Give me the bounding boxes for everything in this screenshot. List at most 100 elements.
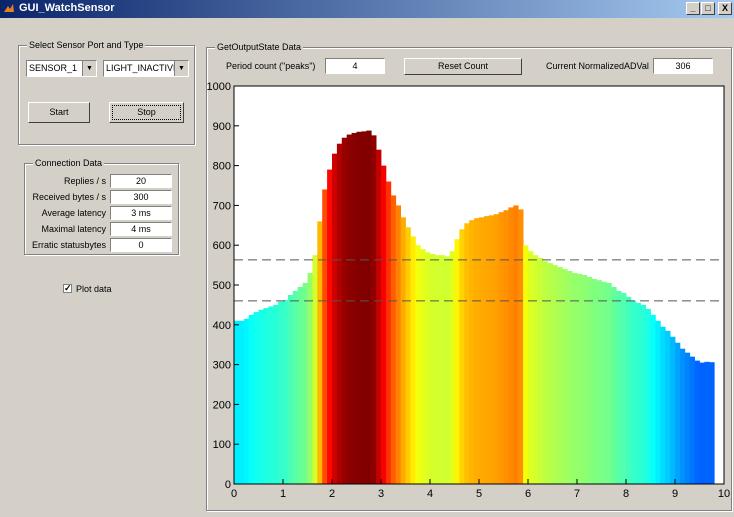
chart-bar (699, 362, 705, 484)
chart-bar (341, 137, 348, 485)
chart-bar (581, 275, 588, 484)
chart-bar (238, 320, 245, 484)
chart-bar (307, 273, 313, 484)
port-select-value: SENSOR_1 (29, 63, 78, 73)
replies-label: Replies / s (63, 176, 106, 186)
x-tick-label: 4 (427, 488, 433, 500)
chart-bar (606, 283, 612, 484)
chart-bar (611, 286, 617, 484)
y-tick-label: 200 (213, 399, 231, 411)
threshold-lines (234, 259, 724, 302)
chart-bar (361, 131, 367, 484)
chart-bar (537, 257, 544, 484)
chart-bar (704, 361, 710, 484)
chart-bar (586, 277, 593, 484)
chart-bar (410, 236, 416, 484)
chart-bar (542, 261, 548, 484)
chart-bar (498, 212, 504, 484)
y-tick-label: 400 (213, 320, 231, 332)
chart-bar (243, 318, 250, 484)
output-panel-title: GetOutputState Data (215, 42, 304, 52)
output-panel: GetOutputState Data (206, 42, 732, 511)
chart-bar (317, 221, 323, 484)
chart-bar (371, 135, 377, 485)
chart-bar (483, 216, 490, 484)
chart-bar (552, 265, 558, 484)
chart-bar (508, 207, 514, 484)
title-bar: GUI_WatchSensor _ □ X (0, 0, 734, 18)
chart-bar (449, 251, 455, 484)
erratic-statusbytes-value: 0 (110, 238, 172, 252)
chart-bar (532, 255, 539, 484)
y-tick-label: 500 (213, 280, 231, 292)
reset-count-button[interactable]: Reset Count (404, 58, 522, 75)
x-tick-label: 10 (718, 488, 730, 500)
chart-bar (684, 352, 691, 484)
chart-bar (322, 189, 328, 484)
y-tick-label: 0 (225, 479, 231, 491)
stop-button[interactable]: Stop (109, 102, 184, 123)
received-bytes-label: Received bytes / s (32, 192, 106, 202)
chart-bar (479, 217, 485, 484)
chart-bar (381, 165, 387, 484)
chart-bar (493, 214, 499, 484)
chart-bar (660, 326, 666, 484)
chart-bar (547, 263, 553, 484)
maximal-latency-value: 4 ms (110, 222, 172, 236)
x-tick-label: 1 (280, 488, 286, 500)
chart-bar (395, 205, 401, 484)
chart-bar (454, 239, 460, 484)
chart-bar (518, 209, 524, 484)
chart-bar (709, 362, 715, 484)
chart-bar (287, 294, 294, 484)
close-button[interactable]: X (718, 2, 732, 15)
received-bytes-value: 300 (110, 190, 172, 204)
x-tick-label: 0 (231, 488, 237, 500)
minimize-button[interactable]: _ (686, 2, 700, 15)
chart-bar (263, 308, 269, 484)
chart-bar (283, 300, 289, 484)
bars-group (234, 130, 715, 485)
chart-bar (234, 320, 240, 484)
chart-bar (562, 269, 568, 484)
chart-bar (523, 245, 529, 484)
axes-group: 0 100 200 300 400 500 600 700 800 900 1000 0 1 2 3 4 5 6 7… (207, 81, 731, 500)
y-tick-label: 700 (213, 200, 231, 212)
chart-bar (253, 312, 259, 484)
chart-bar (513, 205, 519, 484)
chart-bar (640, 304, 646, 484)
type-select[interactable]: LIGHT_INACTIVE ▼ (103, 60, 189, 77)
chart-bar (273, 304, 279, 484)
port-select[interactable]: SENSOR_1 ▼ (26, 60, 97, 77)
start-button[interactable]: Start (28, 102, 90, 123)
chart-bar (596, 280, 602, 484)
chart-bar (626, 296, 632, 484)
sensor-panel: Select Sensor Port and Type (18, 40, 195, 145)
chart-bar (488, 215, 495, 484)
chart-bar (621, 292, 627, 484)
chart-bar (444, 256, 450, 484)
y-tick-label: 300 (213, 360, 231, 372)
chart-bar (425, 252, 431, 484)
maximal-latency-label: Maximal latency (41, 224, 106, 234)
chart-bar (302, 283, 308, 484)
chart-bar (503, 210, 509, 484)
chart-bar (469, 220, 475, 484)
replies-value: 20 (110, 174, 172, 188)
chart-bar (635, 302, 642, 484)
chart-bar (474, 218, 480, 485)
chart-bar (297, 286, 303, 484)
plot-data-checkbox[interactable]: ✓ (63, 283, 72, 293)
plot-data-label: Plot data (76, 284, 112, 294)
chart-bar (464, 223, 470, 484)
sensor-chart: 0 100 200 300 400 500 600 700 800 900 1000 0 1 2 3 4 5 6 7… (207, 81, 731, 500)
chart-bar (577, 273, 583, 484)
chart-bar (356, 131, 362, 484)
current-adval-value: 306 (653, 58, 713, 74)
chart-bar (415, 245, 421, 484)
y-tick-label: 800 (213, 161, 231, 173)
chart-bar (258, 309, 264, 484)
chart-bar (655, 320, 661, 484)
maximize-button[interactable]: □ (701, 2, 715, 15)
chart-bar (665, 330, 671, 484)
